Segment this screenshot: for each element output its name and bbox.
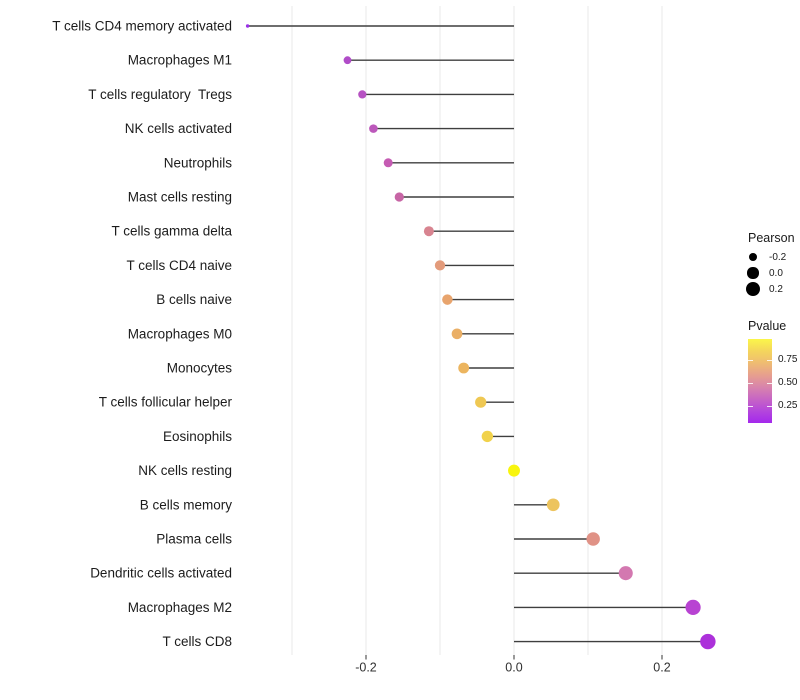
y-axis-label: Neutrophils [164,155,233,170]
size-legend-entries: -0.2 0.0 0.2 [742,249,800,297]
y-axis-label: T cells follicular helper [99,395,233,410]
data-point [343,56,352,65]
y-axis-label: T cells CD4 memory activated [52,19,232,34]
colorbar-tick-label: 0.75 [778,354,798,366]
colorbar-tick [767,406,772,408]
y-axis-label: Monocytes [167,361,233,376]
colorbar-tick-label: 0.50 [778,377,798,389]
size-legend-entry: 0.2 [742,281,800,297]
data-point [685,599,701,615]
data-point [458,362,470,374]
size-legend-dot [746,282,760,296]
size-legend-entry: 0.0 [742,265,800,281]
data-point [618,566,633,581]
colorbar-tick-label: 0.25 [778,400,798,412]
y-axis-label: Plasma cells [156,532,232,547]
color-legend-title: Pvalue [748,319,787,333]
y-axis-label: Macrophages M0 [128,326,232,341]
size-legend-dot-cell [745,281,761,297]
data-point [369,124,378,133]
y-axis-label: B cells memory [140,497,233,512]
y-axis-label: B cells naive [156,292,232,307]
data-point [700,633,716,650]
data-point [358,90,367,99]
size-legend-entry-label: 0.0 [769,267,783,279]
size-legend-entry: -0.2 [742,249,800,265]
x-axis-tick-label: -0.2 [355,661,377,675]
size-legend-dot [749,253,757,261]
size-legend-dot [747,267,759,279]
size-legend-dot-cell [745,265,761,281]
y-axis-label: T cells regulatory Tregs [88,87,232,102]
y-axis-label: Macrophages M1 [128,53,232,68]
data-point [434,260,446,271]
legend: Pearson -0.2 0.0 0.2 Pvalue 0.75 0.50 0.25 [742,231,800,427]
data-point [481,430,494,443]
size-legend-entry-label: -0.2 [769,251,787,263]
data-point [508,464,520,477]
colorbar-tick [748,360,753,362]
colorbar-wrap: 0.75 0.50 0.25 [742,337,800,427]
size-legend-title: Pearson [748,231,795,245]
size-legend-dot-cell [745,249,761,265]
y-axis-label: T cells gamma delta [111,224,232,239]
y-axis-label: NK cells resting [138,463,232,478]
y-axis-label: Dendritic cells activated [90,566,232,581]
pvalue-colorbar [748,339,772,423]
colorbar-tick [748,383,753,385]
y-axis-label: T cells CD8 [162,634,232,649]
x-axis-tick-label: 0.2 [653,661,670,675]
data-point [383,158,393,168]
data-point [451,328,463,340]
pvalue-color-legend: Pvalue 0.75 0.50 0.25 [742,319,800,427]
x-axis-tick-label: 0.0 [505,661,522,675]
y-axis-label: Macrophages M2 [128,600,232,615]
pearson-size-legend: Pearson -0.2 0.0 0.2 [742,231,800,297]
data-point [475,396,487,408]
y-axis-label: NK cells activated [125,121,232,136]
data-point [245,24,250,28]
y-axis-label: Eosinophils [163,429,232,444]
colorbar-tick [767,360,772,362]
y-axis-label: T cells CD4 naive [126,258,232,273]
colorbar-tick [767,383,772,385]
data-point [423,226,434,237]
data-point [546,498,560,512]
data-point [586,532,600,546]
size-legend-entry-label: 0.2 [769,283,783,295]
data-point [442,294,453,305]
colorbar-tick [748,406,753,408]
data-point [394,192,404,202]
y-axis-label: Mast cells resting [128,190,232,205]
